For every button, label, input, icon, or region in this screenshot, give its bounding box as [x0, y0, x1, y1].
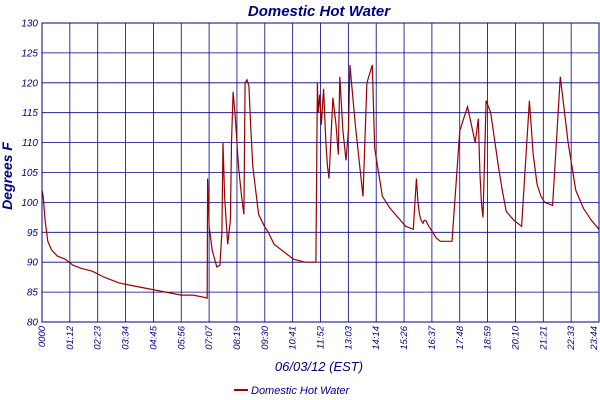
y-tick-label: 100 — [21, 198, 38, 209]
x-tick-label: 14:14 — [371, 326, 382, 350]
x-tick-label: 23:44 — [589, 326, 600, 351]
x-tick-label: 03:34 — [121, 326, 132, 350]
y-tick-label: 105 — [21, 168, 38, 179]
chart-title: Domestic Hot Water — [248, 3, 391, 20]
legend-label: Domestic Hot Water — [251, 385, 351, 397]
x-tick-label: 08:19 — [232, 325, 243, 349]
x-tick-label: 11:52 — [316, 325, 327, 349]
y-tick-label: 80 — [27, 318, 39, 329]
y-tick-label: 125 — [21, 48, 38, 59]
y-tick-labels: 80 85 90 95 100 105 110 115 120 125 130 — [21, 19, 38, 329]
y-tick-label: 120 — [21, 78, 38, 89]
x-tick-label: 04:45 — [148, 325, 159, 349]
x-tick-label: 01:12 — [65, 325, 76, 349]
x-axis-label: 06/03/12 (EST) — [275, 359, 363, 374]
series-line — [41, 64, 600, 299]
plot-frame — [41, 22, 600, 323]
x-tick-label: 17:48 — [455, 325, 466, 349]
x-tick-label: 22:33 — [566, 325, 577, 350]
grid-lines — [41, 22, 600, 323]
y-tick-label: 90 — [27, 258, 39, 269]
y-tick-label: 95 — [27, 228, 39, 239]
x-tick-label: 16:37 — [427, 325, 438, 349]
x-tick-label: 02:23 — [93, 325, 104, 349]
x-tick-labels: 0000 01:12 02:23 03:34 04:45 05:56 07:07 08:19 0… — [37, 325, 600, 350]
x-tick-label: 10:41 — [288, 326, 299, 350]
y-tick-label: 85 — [27, 288, 39, 299]
x-tick-label: 20:10 — [510, 325, 521, 350]
x-tick-label: 09:30 — [260, 325, 271, 349]
x-tick-label: 05:56 — [176, 325, 187, 349]
y-axis-label: Degrees F — [0, 142, 15, 210]
x-tick-label: 15:26 — [399, 325, 410, 349]
legend: Domestic Hot Water — [234, 385, 351, 397]
y-tick-label: 115 — [22, 108, 38, 119]
x-tick-label: 0000 — [37, 325, 48, 347]
x-tick-label: 21:21 — [538, 326, 549, 351]
y-tick-label: 110 — [22, 138, 38, 149]
x-tick-label: 13:03 — [343, 325, 354, 349]
x-tick-label: 18:59 — [483, 325, 494, 349]
x-tick-label: 07:07 — [204, 325, 215, 349]
y-tick-label: 130 — [21, 19, 38, 30]
